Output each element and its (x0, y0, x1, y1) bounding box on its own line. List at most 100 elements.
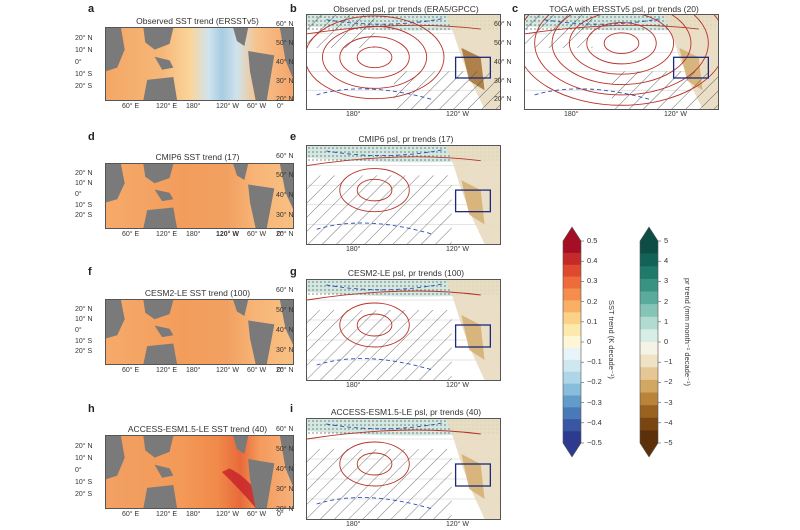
colorbar-segment (640, 316, 658, 330)
lon-tick-label: 0° (277, 103, 284, 110)
colorbar-segment (563, 359, 581, 373)
panel-title: ACCESS-ESM1.5-LE SST trend (40) (127, 424, 268, 434)
lat-tick-label: 30° N (276, 486, 294, 493)
lon-tick-label: 0° (277, 367, 284, 374)
pr-colorbar-tick-label: 1 (664, 316, 669, 326)
panel-title: Observed SST trend (ERSSTv5) (136, 16, 259, 26)
sst-colorbar-tick-label: 0.3 (587, 276, 598, 286)
psl-map-b (306, 14, 501, 110)
colorbar-segment (563, 312, 581, 325)
colorbar-segment (563, 371, 581, 384)
sst-colorbar-tick-label: 0.1 (587, 316, 598, 326)
land-maritime (154, 56, 174, 70)
lon-tick-label: 120° W (216, 511, 240, 518)
land-west-africa (279, 300, 293, 345)
colorbar-segment (640, 253, 658, 267)
lon-tick-label: 120° W (216, 231, 240, 238)
colorbar-segment (563, 241, 581, 254)
region-box (454, 463, 492, 487)
lat-tick-label: 60° N (276, 152, 294, 160)
colorbar-segment (563, 395, 581, 408)
lat-tick-label: 10° N (75, 47, 93, 54)
lat-tick-label: 0° (75, 59, 82, 66)
lat-tick-label: 20° S (75, 491, 93, 498)
land-maritime (154, 464, 174, 478)
psl-contour (307, 24, 481, 35)
panel-title: TOGA with ERSSTv5 psl, pr trends (20) (549, 4, 699, 14)
psl-contour (307, 429, 481, 440)
lon-tick-label: 60° W (247, 511, 267, 518)
lon-tick-label: 120° E (156, 367, 178, 374)
lat-tick-label: 60° N (276, 21, 294, 29)
land-africa (106, 436, 125, 480)
lon-tick-label: 60° W (247, 367, 267, 374)
land-africa (106, 28, 125, 72)
land-asia (143, 300, 174, 320)
land-australia (143, 207, 178, 228)
pr-colorbar-tick-label: −1 (664, 357, 673, 367)
colorbar-segment (640, 354, 658, 368)
land-maritime (154, 189, 174, 202)
psl-map-g (306, 279, 501, 381)
lon-tick-label: 120° W (216, 103, 240, 110)
lon-tick-label: 180° (186, 103, 201, 110)
region-box (672, 56, 710, 79)
lon-tick-label: 180° (186, 511, 201, 518)
land-africa (106, 164, 125, 203)
lon-tick-label: 0° (277, 511, 284, 518)
psl-contour (356, 452, 393, 476)
land-south-america (248, 459, 275, 508)
lat-tick-label: 60° N (276, 426, 294, 433)
lat-tick-label: 20° N (276, 96, 294, 104)
map-svg (307, 419, 500, 519)
lon-tick-label: 60° W (247, 231, 267, 238)
colorbar-segment (640, 430, 658, 444)
psl-contour (603, 32, 640, 54)
lat-tick-label: 10° N (75, 316, 93, 324)
lon-tick-label: 180° (346, 382, 361, 389)
lat-tick-label: 20° N (75, 169, 93, 177)
colorbar-segment (563, 347, 581, 361)
lat-tick-label: 20° N (276, 506, 294, 513)
colorbar-segment (563, 288, 581, 301)
sst-colorbar-tick-label: −0.3 (587, 397, 602, 407)
lat-tick-label: 10° S (75, 201, 93, 209)
pr-colorbar-tick-label: −2 (664, 377, 673, 387)
colorbar-segment (563, 431, 581, 444)
land-central-america (233, 28, 249, 46)
hatch-nw (525, 15, 593, 48)
panel-label: e (290, 131, 297, 143)
land-asia (143, 164, 174, 184)
psl-contour-negative (316, 358, 433, 371)
psl-contour (525, 15, 718, 106)
region-box (454, 56, 492, 79)
map-svg (106, 164, 293, 228)
lat-tick-label: 20° N (75, 443, 93, 450)
colorbar-segment (563, 324, 581, 337)
pr-colorbar-svg (639, 226, 661, 458)
psl-contour (339, 441, 410, 487)
psl-contour (525, 24, 699, 35)
lat-tick-label: 0° (75, 327, 82, 334)
pr-colorbar-tick-label: 4 (664, 256, 669, 266)
lat-tick-label: 0° (75, 467, 82, 474)
sst-colorbar-tick-label: −0.1 (587, 357, 602, 367)
land-west-africa (279, 28, 293, 79)
psl-contour-negative (316, 497, 433, 510)
map-svg (307, 15, 500, 109)
panel-label: i (290, 403, 294, 415)
colorbar-segment (563, 383, 581, 396)
lat-tick-label: 20° S (75, 348, 93, 356)
pr-colorbar-tick-label: 3 (664, 276, 669, 286)
lat-tick-label: 10° S (75, 71, 93, 78)
lon-tick-label: 60° E (122, 231, 140, 238)
pr-dry-southwest (461, 454, 485, 499)
lon-tick-label: 180° (564, 111, 579, 118)
pr-colorbar-tick-label: 2 (664, 296, 669, 306)
sst-map-a (105, 27, 294, 101)
colorbar-cap-top (640, 227, 658, 241)
land-australia (143, 343, 178, 364)
psl-contour-negative (326, 283, 443, 291)
sst-colorbar-title: SST trend (K decade⁻¹) (607, 300, 616, 379)
colorbar-segment (640, 291, 658, 305)
